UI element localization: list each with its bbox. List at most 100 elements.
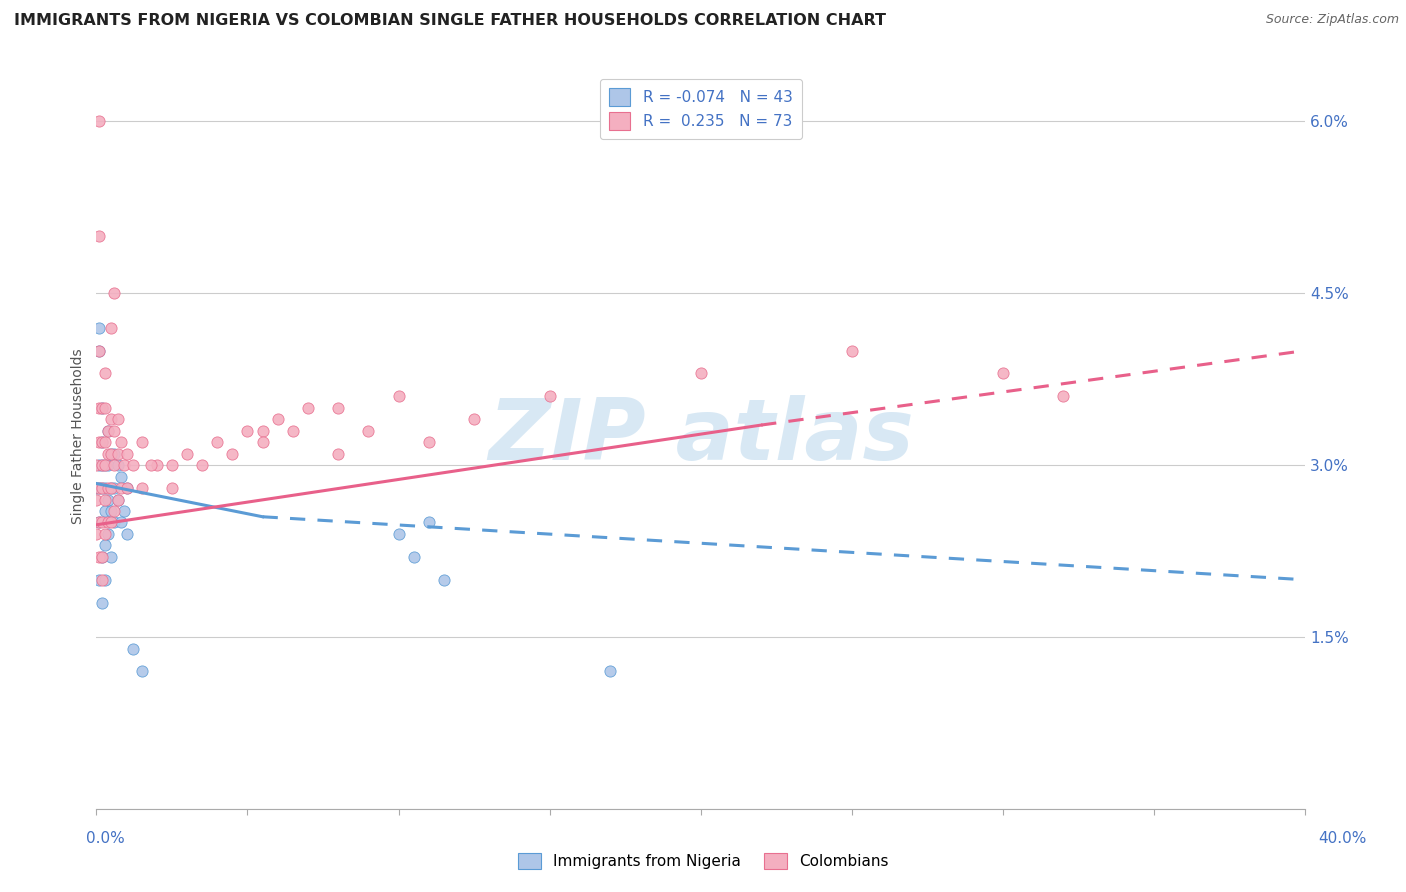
Point xyxy=(89,573,111,587)
Point xyxy=(110,435,132,450)
Point xyxy=(89,320,111,334)
Point xyxy=(326,401,349,415)
Text: ZIP atlas: ZIP atlas xyxy=(488,395,914,478)
Point xyxy=(91,516,114,530)
Point xyxy=(107,458,129,473)
Point xyxy=(100,447,122,461)
Point xyxy=(131,481,153,495)
Point xyxy=(91,549,114,564)
Point xyxy=(103,424,125,438)
Point xyxy=(89,343,111,358)
Point xyxy=(191,458,214,473)
Point xyxy=(97,527,120,541)
Point xyxy=(91,481,114,495)
Point xyxy=(89,229,111,244)
Point xyxy=(103,516,125,530)
Point xyxy=(91,435,114,450)
Point xyxy=(433,573,456,587)
Point xyxy=(107,492,129,507)
Point xyxy=(91,401,114,415)
Point xyxy=(97,424,120,438)
Point xyxy=(841,343,863,358)
Text: IMMIGRANTS FROM NIGERIA VS COLOMBIAN SINGLE FATHER HOUSEHOLDS CORRELATION CHART: IMMIGRANTS FROM NIGERIA VS COLOMBIAN SIN… xyxy=(14,13,886,29)
Point xyxy=(387,389,409,403)
Point xyxy=(115,527,138,541)
Point xyxy=(418,516,440,530)
Point xyxy=(100,504,122,518)
Point xyxy=(110,469,132,483)
Point xyxy=(91,458,114,473)
Point xyxy=(357,424,380,438)
Point xyxy=(689,367,711,381)
Point xyxy=(991,367,1014,381)
Point xyxy=(89,549,111,564)
Point xyxy=(1052,389,1074,403)
Point xyxy=(100,481,122,495)
Point xyxy=(94,527,117,541)
Point xyxy=(86,527,108,541)
Point xyxy=(221,447,243,461)
Point xyxy=(94,458,117,473)
Point xyxy=(94,367,117,381)
Point xyxy=(160,458,183,473)
Point xyxy=(463,412,485,426)
Point xyxy=(89,435,111,450)
Point xyxy=(86,492,108,507)
Point xyxy=(112,504,135,518)
Text: Source: ZipAtlas.com: Source: ZipAtlas.com xyxy=(1265,13,1399,27)
Point xyxy=(107,412,129,426)
Point xyxy=(89,114,111,128)
Point xyxy=(97,447,120,461)
Legend: Immigrants from Nigeria, Colombians: Immigrants from Nigeria, Colombians xyxy=(512,847,894,875)
Point xyxy=(91,573,114,587)
Point xyxy=(160,481,183,495)
Point xyxy=(97,492,120,507)
Point xyxy=(252,424,274,438)
Point xyxy=(599,665,621,679)
Point xyxy=(89,516,111,530)
Point xyxy=(89,458,111,473)
Point xyxy=(103,447,125,461)
Point xyxy=(115,481,138,495)
Point xyxy=(236,424,259,438)
Point xyxy=(115,481,138,495)
Point xyxy=(89,401,111,415)
Point xyxy=(94,481,117,495)
Point xyxy=(89,481,111,495)
Point xyxy=(97,424,120,438)
Point xyxy=(100,549,122,564)
Point xyxy=(121,641,143,656)
Point xyxy=(89,481,111,495)
Point xyxy=(107,447,129,461)
Point xyxy=(297,401,319,415)
Point xyxy=(94,492,117,507)
Point xyxy=(281,424,304,438)
Point xyxy=(100,412,122,426)
Point xyxy=(252,435,274,450)
Point xyxy=(110,481,132,495)
Point xyxy=(91,458,114,473)
Point xyxy=(266,412,288,426)
Point xyxy=(103,481,125,495)
Point xyxy=(110,516,132,530)
Point xyxy=(131,435,153,450)
Point xyxy=(91,401,114,415)
Point xyxy=(94,504,117,518)
Point xyxy=(100,320,122,334)
Point xyxy=(402,549,425,564)
Point xyxy=(86,458,108,473)
Point xyxy=(115,447,138,461)
Point xyxy=(100,447,122,461)
Point xyxy=(97,458,120,473)
Point xyxy=(94,538,117,552)
Point xyxy=(100,516,122,530)
Point xyxy=(538,389,561,403)
Point xyxy=(89,516,111,530)
Point xyxy=(146,458,169,473)
Point xyxy=(100,481,122,495)
Point xyxy=(418,435,440,450)
Point xyxy=(176,447,198,461)
Y-axis label: Single Father Households: Single Father Households xyxy=(72,349,86,524)
Point xyxy=(103,504,125,518)
Point xyxy=(387,527,409,541)
